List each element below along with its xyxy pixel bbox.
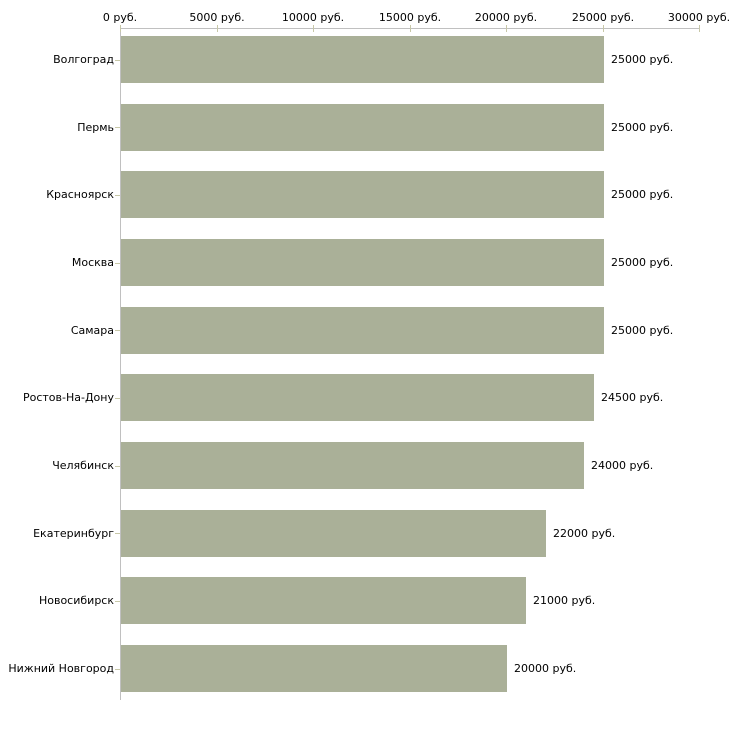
y-axis-line bbox=[120, 28, 121, 700]
category-tick bbox=[115, 127, 120, 128]
x-axis-tick bbox=[603, 25, 604, 32]
category-label: Самара bbox=[70, 324, 114, 337]
bar bbox=[121, 374, 594, 421]
bar-value-label: 25000 руб. bbox=[611, 256, 674, 269]
bar-value-label: 24500 руб. bbox=[601, 391, 664, 404]
category-label: Волгоград bbox=[53, 53, 114, 66]
category-tick bbox=[115, 601, 120, 602]
x-axis-tick-label: 10000 руб. bbox=[281, 11, 345, 24]
x-axis-tick bbox=[506, 25, 507, 32]
bar-value-label: 25000 руб. bbox=[611, 324, 674, 337]
category-label: Нижний Новгород bbox=[8, 662, 114, 675]
bar bbox=[121, 510, 546, 557]
bar bbox=[121, 577, 526, 624]
x-axis-tick bbox=[120, 25, 121, 32]
category-label: Екатеринбург bbox=[33, 527, 114, 540]
category-tick bbox=[115, 398, 120, 399]
bar-value-label: 21000 руб. bbox=[533, 594, 596, 607]
bar bbox=[121, 442, 584, 489]
x-axis-tick-label: 30000 руб. bbox=[667, 11, 730, 24]
x-axis-tick bbox=[313, 25, 314, 32]
x-axis-tick bbox=[410, 25, 411, 32]
x-axis-tick bbox=[699, 25, 700, 32]
category-label: Красноярск bbox=[46, 188, 114, 201]
category-tick bbox=[115, 263, 120, 264]
bar-value-label: 22000 руб. bbox=[553, 527, 616, 540]
bar bbox=[121, 307, 604, 354]
bar bbox=[121, 239, 604, 286]
category-label: Пермь bbox=[77, 121, 114, 134]
bar-value-label: 25000 руб. bbox=[611, 121, 674, 134]
bar bbox=[121, 104, 604, 151]
x-axis-tick-label: 25000 руб. bbox=[571, 11, 635, 24]
category-tick bbox=[115, 60, 120, 61]
category-label: Ростов-На-Дону bbox=[22, 391, 114, 404]
category-tick bbox=[115, 466, 120, 467]
x-axis-tick-label: 15000 руб. bbox=[378, 11, 442, 24]
category-label: Москва bbox=[71, 256, 114, 269]
x-axis-tick-label: 20000 руб. bbox=[474, 11, 538, 24]
x-axis-tick-label: 0 руб. bbox=[102, 11, 138, 24]
bar-value-label: 25000 руб. bbox=[611, 53, 674, 66]
category-label: Челябинск bbox=[52, 459, 114, 472]
bar-value-label: 20000 руб. bbox=[514, 662, 577, 675]
bar bbox=[121, 645, 507, 692]
bar bbox=[121, 171, 604, 218]
x-axis-tick bbox=[217, 25, 218, 32]
category-tick bbox=[115, 330, 120, 331]
x-axis-tick-label: 5000 руб. bbox=[189, 11, 245, 24]
bar-value-label: 24000 руб. bbox=[591, 459, 654, 472]
category-tick bbox=[115, 195, 120, 196]
category-tick bbox=[115, 669, 120, 670]
bar-value-label: 25000 руб. bbox=[611, 188, 674, 201]
category-tick bbox=[115, 533, 120, 534]
category-label: Новосибирск bbox=[38, 594, 114, 607]
bar bbox=[121, 36, 604, 83]
